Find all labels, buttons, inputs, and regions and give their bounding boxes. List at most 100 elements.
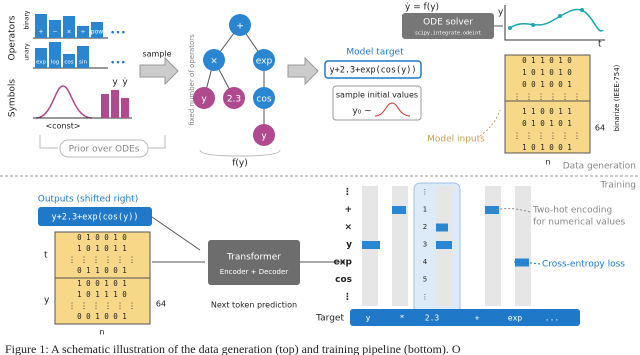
prior: Prior over ODEs [69, 145, 140, 155]
outputs-label: Outputs (shifted right) [38, 195, 139, 205]
loss: Cross-entropy loss [542, 260, 625, 270]
target-token: 2.3 [425, 314, 440, 323]
matrix-row: ⋮ ⋮ ⋮ ⋮ ⋮ ⋮ [68, 255, 136, 264]
solver-box [402, 13, 494, 39]
arrow [479, 109, 501, 137]
matrix-row: 0 1 0 0 1 0 [77, 233, 127, 242]
node [223, 87, 245, 109]
more: ••• [110, 59, 126, 69]
t-label: t [44, 251, 48, 261]
binarize: binarize (IEEE-754) [613, 64, 621, 131]
gaussian [35, 85, 93, 119]
column [515, 186, 531, 306]
vocab: cos [335, 275, 352, 285]
vocab: + [344, 205, 352, 215]
equation: ẏ = f(y) [405, 3, 439, 13]
unary-label: unary [24, 43, 31, 61]
operator: + [38, 29, 43, 36]
matrix-row: 1 0 1 0 1 1 [77, 244, 127, 253]
tree-caption: f(y) [232, 159, 248, 169]
target-token: * [400, 314, 405, 323]
node-label: y [201, 95, 207, 105]
bar [101, 94, 109, 118]
arrow [511, 261, 541, 265]
prob-bar [362, 241, 380, 249]
target-label: Model target [346, 48, 404, 58]
arrow [489, 208, 531, 213]
two-hot: Two-hot encoding [532, 206, 612, 216]
node-label: cos [256, 95, 271, 105]
target-token: y [366, 314, 371, 323]
matrix-row: 0 1 0 1 0 1 [522, 119, 572, 128]
target-token: exp [508, 314, 523, 323]
target-label: Target [315, 314, 344, 324]
matrix-row: 1 0 1 0 1 0 [522, 68, 572, 77]
axis [504, 5, 605, 41]
number: 1 [423, 206, 427, 214]
vocab: exp [334, 258, 353, 268]
transformer-sub: Encoder + Decoder [220, 268, 289, 276]
bracket [199, 149, 281, 157]
curve [509, 8, 604, 32]
plot-t: t [598, 40, 602, 50]
matrix-row: 0 1 1 0 0 1 [77, 266, 127, 275]
library: scipy.integrate.odeint [415, 31, 481, 37]
points [508, 8, 584, 30]
point [531, 23, 535, 27]
model-inputs: Model inputs [427, 135, 485, 145]
node [229, 14, 251, 36]
const-label: <const> [45, 122, 80, 131]
matrix-row: 1 1 0 0 1 1 [522, 107, 572, 116]
operator: ÷ [80, 29, 85, 36]
arrow [151, 216, 201, 251]
operator: pow [91, 29, 103, 36]
n-label: n [545, 158, 550, 167]
operator: − [52, 29, 57, 36]
section: Training [599, 181, 636, 191]
matrix-row: 0 0 1 0 0 1 [77, 312, 127, 321]
transformer-box [208, 240, 300, 285]
node-label: exp [256, 57, 273, 67]
vocab: ⋮ [343, 188, 352, 198]
prob-bar [485, 206, 499, 214]
symbol-var: ẏ [122, 78, 128, 88]
n-label: n [99, 328, 104, 337]
section: Data generation [563, 162, 636, 172]
bar [49, 20, 61, 38]
matrix-row: 0 1 1 0 1 0 [522, 56, 572, 65]
matrix-row: 1 0 1 0 0 1 [522, 143, 572, 152]
node-label: × [210, 57, 218, 67]
matrix-row: 1 0 0 1 0 1 [77, 279, 127, 288]
number: 4 [423, 258, 428, 266]
bar [91, 22, 103, 38]
column [392, 186, 408, 306]
number: 5 [423, 276, 427, 284]
more: ••• [110, 29, 126, 39]
bar [121, 98, 129, 118]
matrix [504, 54, 591, 154]
target-token: ... [545, 314, 559, 323]
caption: Figure 1: A schematic illustration of th… [5, 342, 461, 355]
operator: log [51, 60, 59, 66]
matrix-row: 0 0 1 0 0 1 [522, 80, 572, 89]
target-token: + [475, 314, 480, 323]
node [253, 87, 275, 109]
bits: 64 [595, 124, 605, 133]
prob-bar [392, 206, 406, 214]
node-label: 2.3 [227, 95, 241, 105]
node-label: + [236, 22, 244, 32]
bar [111, 90, 119, 118]
transformer: Transformer [226, 253, 281, 263]
node [253, 124, 275, 146]
operator: cos [64, 60, 73, 66]
fixed-ops: fixed number of operators [188, 34, 196, 126]
bracket [39, 135, 58, 149]
symbols-label: Symbols [8, 79, 18, 118]
operator: × [66, 29, 71, 36]
number: 2 [423, 223, 427, 231]
target-bar [350, 309, 580, 326]
vocab: y [346, 240, 352, 250]
symbol-var: y [112, 78, 118, 88]
plot-y: y [498, 8, 504, 18]
